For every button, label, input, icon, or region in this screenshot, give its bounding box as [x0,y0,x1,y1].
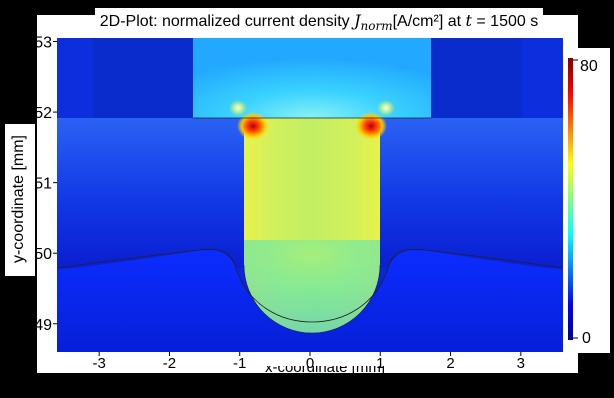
colorbar-panel [578,48,610,353]
y-tick-label: 53 [34,35,52,52]
x-tick-label: -2 [163,355,176,372]
upper-right-block [431,38,522,118]
y-axis-label-box [5,124,35,276]
chart-title: 2D-Plot: normalized current density Jnor… [95,8,543,34]
title-symbol: J [354,11,361,30]
title-unit: [A/cm²] at [392,13,466,30]
title-time-value: = 1500 s [471,13,539,30]
x-tick-label: 2 [446,355,454,372]
y-tick-label: 51 [34,176,52,193]
y-axis-label: y-coordinate [mm] [10,134,27,264]
x-axis-label-clip: x-coordinate [mm] [250,366,400,374]
colorbar-min-label: 0 [582,330,591,347]
title-time-variable: t [465,11,472,30]
x-tick-label: -3 [92,355,105,372]
colorbar-max-label: 80 [580,58,598,75]
top-electrode [193,38,431,118]
pillar-tip [244,240,380,333]
hotspot-left [237,112,269,140]
upper-left-margin [57,38,93,120]
y-tick-label: 50 [34,246,52,263]
x-axis-label: x-coordinate [mm] [250,366,400,374]
pillar-outline [243,264,381,334]
upper-left-block [93,38,193,118]
y-tick-label: 52 [34,105,52,122]
y-axis: 53 52 51 50 49 [34,35,57,334]
x-tick-label: 0 [306,355,314,372]
upper-right-margin [522,38,563,120]
edge-glow-left [229,100,247,116]
title-subscript: norm [360,19,393,34]
title-prefix: 2D-Plot: normalized current density [99,13,355,30]
colorbar [568,58,573,340]
edge-glow-right [377,100,395,116]
y-tick-label: 49 [34,317,52,334]
substrate [57,249,563,352]
x-axis: -3 -2 -1 0 1 2 3 [92,352,525,372]
x-tick-label: 1 [376,355,384,372]
field-plot [57,38,563,352]
x-tick-label: -1 [233,355,246,372]
layer-boundary [57,248,563,323]
hotspot-right [355,112,387,140]
x-tick-label: 3 [517,355,525,372]
